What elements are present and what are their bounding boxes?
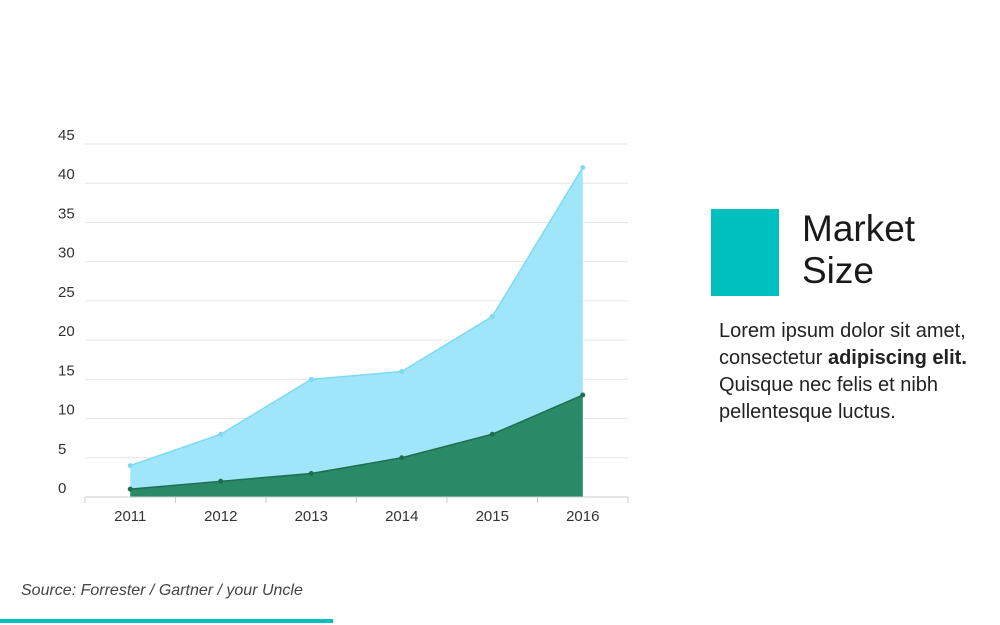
series-segment-point (127, 486, 133, 492)
x-tick-label: 2014 (385, 508, 418, 525)
chart-grid (85, 143, 628, 459)
x-tick-label: 2016 (566, 508, 599, 525)
legend-swatch (711, 209, 779, 296)
y-tick-label: 10 (58, 402, 75, 419)
x-axis: 2011 2012 2013 2014 2015 2016 (84, 496, 629, 525)
series-total-point (580, 165, 586, 171)
y-tick-label: 15 (58, 362, 75, 379)
y-tick-label: 45 (58, 127, 75, 144)
x-tick-label: 2012 (204, 508, 237, 525)
footer-accent-bar (0, 619, 333, 623)
series-total-point (127, 463, 133, 469)
series-segment-line (130, 394, 584, 490)
series-segment-point (580, 392, 586, 398)
series-segment-area (130, 395, 583, 497)
series-segment-point (218, 478, 224, 484)
description-text-after: Quisque nec felis et nibh pellentesque l… (719, 374, 939, 423)
y-tick-label: 0 (58, 480, 66, 497)
series-segment-point (489, 431, 495, 437)
series-segment-point (308, 470, 314, 476)
source-note: Source: Forrester / Gartner / your Uncle (21, 582, 303, 599)
x-tick-label: 2013 (295, 508, 328, 525)
description-text-before: Lorem ipsum dolor sit amet, consectetur (719, 320, 966, 369)
y-tick-label: 30 (58, 245, 75, 262)
chart-points (127, 165, 586, 492)
series-total-point (308, 376, 314, 382)
x-tick-label: 2011 (114, 508, 146, 525)
series-segment-point (399, 455, 405, 461)
series-total-point (489, 314, 495, 320)
y-tick-label: 5 (58, 441, 66, 458)
description-text: Lorem ipsum dolor sit amet, consectetur … (719, 318, 969, 426)
legend-title: Market Size (802, 208, 916, 291)
y-tick-label: 20 (58, 323, 75, 340)
series-total-area (130, 167, 583, 498)
series-total-point (399, 368, 405, 374)
series-total-point (218, 431, 224, 437)
description-text-bold: adipiscing elit. (827, 347, 967, 369)
y-axis: 0 5 10 15 20 25 30 35 40 45 (58, 127, 75, 497)
chart-areas (130, 167, 584, 498)
y-tick-label: 40 (58, 166, 75, 183)
y-tick-label: 35 (58, 205, 75, 222)
series-total-line (130, 167, 584, 467)
x-tick-label: 2015 (476, 508, 509, 525)
y-tick-label: 25 (58, 284, 75, 301)
